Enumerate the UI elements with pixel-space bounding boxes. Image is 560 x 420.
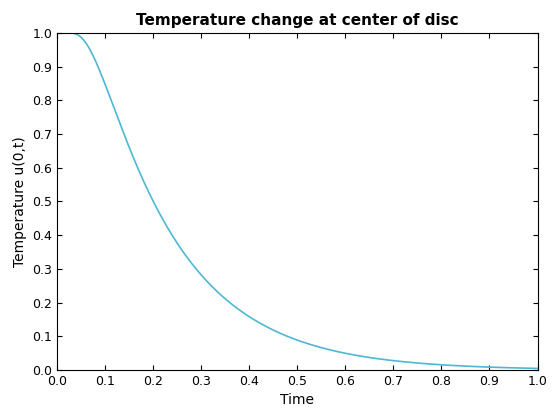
X-axis label: Time: Time	[280, 394, 314, 407]
Y-axis label: Temperature u(0,t): Temperature u(0,t)	[12, 136, 26, 267]
Title: Temperature change at center of disc: Temperature change at center of disc	[136, 13, 459, 27]
